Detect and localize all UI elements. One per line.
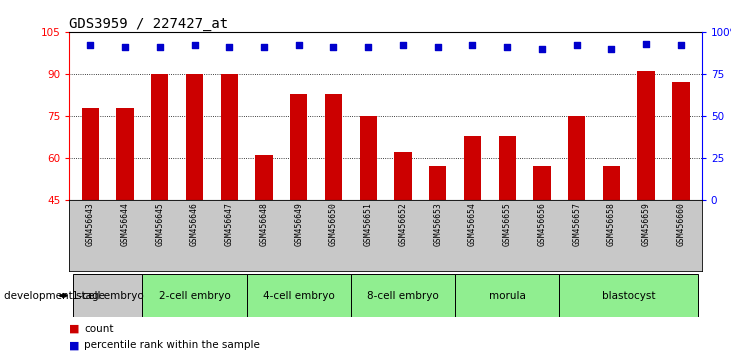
Point xyxy=(85,42,96,48)
Text: GSM456650: GSM456650 xyxy=(329,202,338,246)
Point xyxy=(154,44,166,50)
Text: ■: ■ xyxy=(69,324,80,333)
Bar xyxy=(429,166,447,200)
Text: 2-cell embryo: 2-cell embryo xyxy=(159,291,230,301)
Point xyxy=(466,42,478,48)
Bar xyxy=(246,274,351,317)
Bar xyxy=(533,166,550,200)
Point xyxy=(501,44,513,50)
Text: development stage: development stage xyxy=(4,291,105,301)
Bar xyxy=(499,136,516,200)
Text: GSM456659: GSM456659 xyxy=(642,202,651,246)
Text: 8-cell embryo: 8-cell embryo xyxy=(367,291,439,301)
Point xyxy=(119,44,131,50)
Bar xyxy=(82,108,99,200)
Bar xyxy=(186,74,203,200)
Bar xyxy=(455,274,559,317)
Point xyxy=(675,42,686,48)
Bar xyxy=(559,274,698,317)
Text: morula: morula xyxy=(489,291,526,301)
Text: GSM456654: GSM456654 xyxy=(468,202,477,246)
Point xyxy=(363,44,374,50)
Bar xyxy=(463,136,481,200)
Bar xyxy=(603,166,620,200)
Bar xyxy=(221,74,238,200)
Point xyxy=(327,44,339,50)
Text: GDS3959 / 227427_at: GDS3959 / 227427_at xyxy=(69,17,229,31)
Text: count: count xyxy=(84,324,113,333)
Text: GSM456656: GSM456656 xyxy=(537,202,547,246)
Point xyxy=(293,42,305,48)
Point xyxy=(258,44,270,50)
Text: percentile rank within the sample: percentile rank within the sample xyxy=(84,340,260,350)
Text: GSM456648: GSM456648 xyxy=(260,202,268,246)
Text: GSM456643: GSM456643 xyxy=(86,202,95,246)
Text: GSM456652: GSM456652 xyxy=(398,202,407,246)
Bar xyxy=(637,71,655,200)
Text: GSM456655: GSM456655 xyxy=(503,202,512,246)
Point xyxy=(605,46,617,52)
Point xyxy=(571,42,583,48)
Text: GSM456649: GSM456649 xyxy=(295,202,303,246)
Text: 1-cell embryo: 1-cell embryo xyxy=(72,291,143,301)
Text: GSM456645: GSM456645 xyxy=(155,202,164,246)
Bar xyxy=(325,93,342,200)
Text: GSM456660: GSM456660 xyxy=(676,202,686,246)
Bar xyxy=(290,93,308,200)
Bar xyxy=(394,152,412,200)
Bar xyxy=(116,108,134,200)
Text: ■: ■ xyxy=(69,340,80,350)
Text: GSM456657: GSM456657 xyxy=(572,202,581,246)
Point xyxy=(536,46,548,52)
Point xyxy=(189,42,200,48)
Bar xyxy=(151,74,168,200)
Text: GSM456653: GSM456653 xyxy=(433,202,442,246)
Point xyxy=(640,41,652,46)
Text: GSM456651: GSM456651 xyxy=(364,202,373,246)
Bar xyxy=(143,274,246,317)
Bar xyxy=(351,274,455,317)
Text: GSM456647: GSM456647 xyxy=(224,202,234,246)
Bar xyxy=(360,116,377,200)
Text: GSM456644: GSM456644 xyxy=(121,202,129,246)
Point xyxy=(397,42,409,48)
Bar xyxy=(673,82,689,200)
Text: 4-cell embryo: 4-cell embryo xyxy=(263,291,335,301)
Point xyxy=(224,44,235,50)
Text: GSM456658: GSM456658 xyxy=(607,202,616,246)
Text: GSM456646: GSM456646 xyxy=(190,202,199,246)
Bar xyxy=(255,155,273,200)
Bar xyxy=(568,116,586,200)
Text: blastocyst: blastocyst xyxy=(602,291,656,301)
Bar xyxy=(73,274,143,317)
Point xyxy=(432,44,444,50)
